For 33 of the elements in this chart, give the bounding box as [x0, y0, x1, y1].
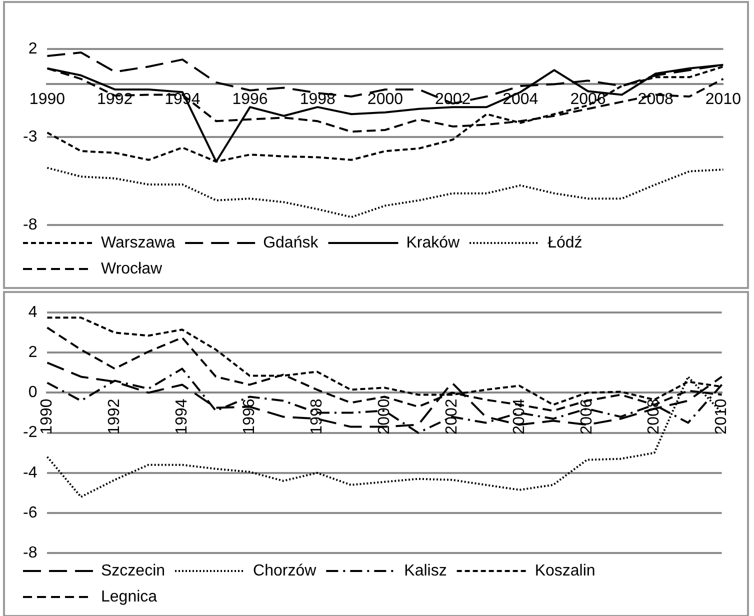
x-tick-label: 1992 — [106, 398, 124, 434]
x-tick-label: 2000 — [367, 91, 404, 108]
x-tick-label: 1996 — [232, 91, 268, 108]
x-tick-label: 1998 — [308, 398, 326, 434]
y-tick-label: 4 — [28, 304, 38, 322]
x-tick-label: 1994 — [174, 398, 191, 434]
x-tick-label: 1990 — [29, 91, 66, 108]
x-tick-label: 2010 — [705, 91, 742, 108]
y-tick-label: -2 — [22, 424, 38, 442]
y-tick-label: -8 — [22, 544, 38, 562]
y-tick-label: -8 — [22, 216, 38, 234]
y-tick-label: -3 — [22, 128, 38, 146]
x-tick-label: 1990 — [38, 398, 56, 434]
legend-label: Kalisz — [404, 562, 447, 580]
y-tick-label: -4 — [22, 464, 38, 482]
y-tick-label: 0 — [28, 384, 38, 402]
legend-label: Wrocław — [101, 260, 162, 278]
legend-label: Chorzów — [253, 562, 317, 580]
legend-label: Szczecin — [101, 562, 166, 580]
x-tick-label: 1996 — [241, 398, 258, 434]
y-tick-label: -6 — [22, 504, 38, 522]
legend-label: Łódź — [548, 234, 582, 252]
x-tick-label: 2010 — [713, 398, 730, 434]
x-tick-label: 1992 — [97, 91, 133, 108]
legend-label: Kraków — [406, 234, 460, 252]
legend-label: Legnica — [101, 588, 158, 606]
x-tick-label: 2002 — [443, 398, 460, 434]
y-tick-label: 2 — [28, 344, 38, 362]
legend-label: Gdańsk — [263, 234, 320, 252]
legend-label: Warszawa — [101, 234, 176, 252]
legend-label: Koszalin — [534, 562, 596, 580]
x-tick-label: 2000 — [376, 398, 393, 434]
y-tick-label: 2 — [28, 40, 38, 58]
